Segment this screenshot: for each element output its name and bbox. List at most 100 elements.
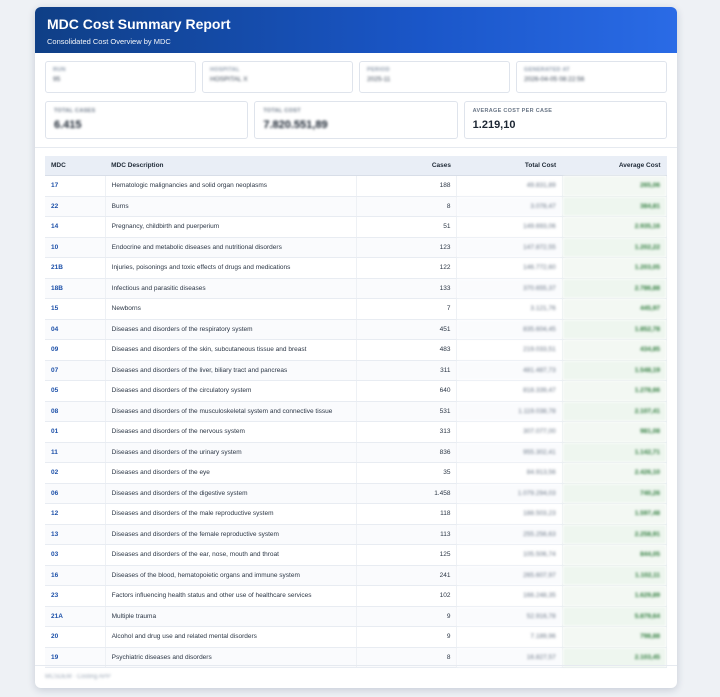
cases-cell: 451: [356, 319, 458, 340]
average-cost-cell: 434,85: [562, 339, 668, 361]
cases-cell: 241: [356, 565, 458, 586]
total-cost-cell: 7.189,96: [456, 626, 563, 648]
column-header-total-cost[interactable]: Total Cost: [456, 156, 563, 176]
table-row[interactable]: 04 Diseases and disorders of the respirat…: [45, 319, 668, 340]
table-row[interactable]: 05 Diseases and disorders of the circulat…: [45, 380, 668, 402]
mdc-description-cell: Alcohol and drug use and related mental …: [105, 626, 358, 648]
mdc-code-cell: 08: [45, 401, 106, 422]
mdc-code-cell: 04: [45, 319, 106, 340]
mdc-description-cell: Diseases and disorders of the ear, nose,…: [105, 544, 358, 566]
cases-cell: 122: [356, 257, 458, 279]
mdc-code-cell: 03: [45, 544, 106, 566]
average-cost-cell: 2.426,10: [562, 462, 668, 484]
mdc-code-cell: 09: [45, 339, 106, 361]
average-cost-cell: 740,26: [562, 483, 668, 504]
cases-cell: 9: [356, 606, 458, 627]
average-cost-cell: 1.629,89: [562, 585, 668, 607]
table-row[interactable]: 14 Pregnancy, childbirth and puerperium 51…: [45, 216, 668, 238]
average-cost-cell: 445,97: [562, 298, 668, 320]
meta-run: Run 95: [45, 61, 196, 93]
column-header-description[interactable]: MDC Description: [105, 156, 357, 176]
table-row[interactable]: 16 Diseases of the blood, hematopoietic o…: [45, 565, 668, 586]
report-footer: MCSDEM · Costing APP: [35, 665, 677, 688]
mdc-description-cell: Diseases and disorders of the urinary sy…: [105, 442, 358, 463]
table-row[interactable]: 09 Diseases and disorders of the skin, su…: [45, 339, 668, 361]
mdc-description-cell: Injuries, poisonings and toxic effects o…: [105, 257, 358, 279]
average-cost-cell: 2.103,45: [562, 647, 668, 668]
cases-cell: 8: [356, 196, 458, 217]
total-cost-cell: 370.655,37: [456, 278, 563, 299]
summary-total-cost-label: Total Cost: [263, 108, 301, 114]
table-row[interactable]: 08 Diseases and disorders of the musculos…: [45, 401, 668, 422]
cases-cell: 125: [356, 544, 458, 566]
total-cost-cell: 835.604,45: [456, 319, 563, 340]
column-header-mdc[interactable]: MDC: [45, 156, 106, 176]
table-row[interactable]: 20 Alcohol and drug use and related menta…: [45, 626, 668, 648]
total-cost-cell: 52.916,78: [456, 606, 563, 627]
total-cost-cell: 3.078,47: [456, 196, 563, 217]
meta-generated: Generated at 2026-04-05 08:22:56: [516, 61, 667, 93]
total-cost-cell: 146.772,60: [456, 257, 563, 279]
summary-average-cost-label: Average Cost per Case: [472, 108, 553, 114]
table-row[interactable]: 23 Factors influencing health status and …: [45, 585, 668, 607]
average-cost-cell: 1.142,71: [562, 442, 668, 463]
table-row[interactable]: 15 Newborns 7 3.121,76 445,97: [45, 298, 668, 320]
mdc-description-cell: Diseases and disorders of the nervous sy…: [105, 421, 358, 443]
table-row[interactable]: 17 Hematologic malignancies and solid org…: [45, 175, 668, 197]
report-card: MDC Cost Summary Report Consolidated Cos…: [35, 7, 677, 688]
column-header-cases[interactable]: Cases: [356, 156, 457, 176]
mdc-description-cell: Diseases and disorders of the digestive …: [105, 483, 358, 504]
footer-text: MCSDEM · Costing APP: [45, 674, 111, 680]
cases-cell: 102: [356, 585, 458, 607]
mdc-code-cell: 22: [45, 196, 106, 217]
average-cost-cell: 2.935,16: [562, 216, 668, 238]
mdc-table: MDC MDC Description Cases Total Cost Ave…: [45, 156, 668, 668]
table-row[interactable]: 19 Psychiatric diseases and disorders 8 16.…: [45, 647, 668, 668]
report-title: MDC Cost Summary Report: [47, 16, 231, 32]
table-row[interactable]: 22 Burns 8 3.078,47 384,81: [45, 196, 668, 217]
summary-total-cost: Total Cost 7.820.551,89: [254, 101, 458, 139]
summary-average-cost-value: 1.219,10: [472, 119, 516, 131]
table-header-row: MDC MDC Description Cases Total Cost Ave…: [45, 156, 667, 176]
mdc-description-cell: Psychiatric diseases and disorders: [105, 647, 358, 668]
summary-total-cases-value: 6.415: [54, 119, 82, 131]
mdc-code-cell: 06: [45, 483, 106, 504]
mdc-code-cell: 21B: [45, 257, 106, 279]
table-row[interactable]: 07 Diseases and disorders of the liver, b…: [45, 360, 668, 381]
table-row[interactable]: 12 Diseases and disorders of the male rep…: [45, 503, 668, 525]
mdc-description-cell: Diseases and disorders of the male repro…: [105, 503, 358, 525]
total-cost-cell: 1.119.038,78: [456, 401, 563, 422]
table-row[interactable]: 01 Diseases and disorders of the nervous …: [45, 421, 668, 443]
summary-total-cost-value: 7.820.551,89: [263, 119, 328, 131]
table-row[interactable]: 11 Diseases and disorders of the urinary …: [45, 442, 668, 463]
total-cost-cell: 255.256,63: [456, 524, 563, 545]
table-row[interactable]: 10 Endocrine and metabolic diseases and n…: [45, 237, 668, 258]
table-row[interactable]: 02 Diseases and disorders of the eye 35 84.…: [45, 462, 668, 484]
total-cost-cell: 219.033,51: [456, 339, 563, 361]
meta-period-value: 2025-11: [367, 76, 391, 83]
average-cost-cell: 265,06: [562, 175, 668, 197]
mdc-description-cell: Pregnancy, childbirth and puerperium: [105, 216, 358, 238]
table-row[interactable]: 06 Diseases and disorders of the digestiv…: [45, 483, 668, 504]
summary-average-cost: Average Cost per Case 1.219,10: [463, 101, 667, 139]
total-cost-cell: 955.302,41: [456, 442, 563, 463]
table-row[interactable]: 13 Diseases and disorders of the female r…: [45, 524, 668, 545]
mdc-code-cell: 19: [45, 647, 106, 668]
table-row[interactable]: 21B Injuries, poisonings and toxic effect…: [45, 257, 668, 279]
column-header-average-cost[interactable]: Average Cost: [562, 156, 667, 176]
average-cost-cell: 1.597,48: [562, 503, 668, 525]
summary-total-cases: Total Cases 6.415: [45, 101, 249, 139]
total-cost-cell: 3.121,76: [456, 298, 563, 320]
mdc-description-cell: Hematologic malignancies and solid organ…: [105, 175, 358, 197]
table-row[interactable]: 03 Diseases and disorders of the ear, nos…: [45, 544, 668, 566]
mdc-code-cell: 21A: [45, 606, 106, 627]
table-row[interactable]: 18B Infectious and parasitic diseases 133 3…: [45, 278, 668, 299]
total-cost-cell: 149.693,06: [456, 216, 563, 238]
meta-run-label: Run: [53, 67, 66, 73]
average-cost-cell: 2.258,91: [562, 524, 668, 545]
cases-cell: 9: [356, 626, 458, 648]
total-cost-cell: 49.831,89: [456, 175, 563, 197]
mdc-code-cell: 07: [45, 360, 106, 381]
cases-cell: 113: [356, 524, 458, 545]
table-row[interactable]: 21A Multiple trauma 9 52.916,78 5.879,64: [45, 606, 668, 627]
